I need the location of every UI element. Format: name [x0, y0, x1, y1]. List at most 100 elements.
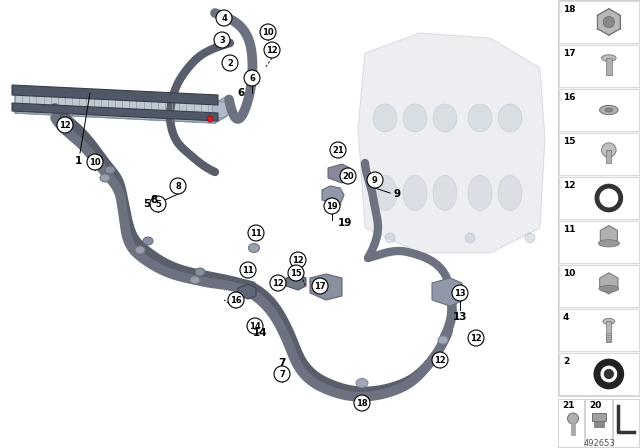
Text: 9: 9 — [393, 189, 400, 199]
Text: 7: 7 — [278, 358, 285, 368]
Text: 12: 12 — [434, 356, 446, 365]
Circle shape — [568, 413, 579, 424]
Ellipse shape — [403, 104, 427, 132]
Circle shape — [602, 143, 616, 157]
Circle shape — [260, 24, 276, 40]
Circle shape — [288, 265, 304, 281]
Circle shape — [330, 142, 346, 158]
Text: 13: 13 — [452, 312, 467, 322]
Circle shape — [604, 17, 614, 27]
Polygon shape — [600, 225, 618, 246]
Ellipse shape — [605, 108, 613, 112]
Bar — [559, 265, 639, 307]
Circle shape — [214, 32, 230, 48]
Polygon shape — [358, 33, 545, 253]
Text: 15: 15 — [290, 268, 302, 277]
Circle shape — [274, 366, 290, 382]
Bar — [559, 89, 639, 131]
Text: 12: 12 — [470, 333, 482, 343]
Circle shape — [312, 278, 328, 294]
Polygon shape — [12, 103, 218, 121]
Text: 8: 8 — [151, 195, 158, 205]
Text: 17: 17 — [563, 49, 575, 58]
Ellipse shape — [603, 319, 615, 324]
Circle shape — [57, 117, 73, 133]
Text: 16: 16 — [563, 93, 575, 102]
Text: 14: 14 — [253, 328, 268, 338]
Ellipse shape — [190, 276, 200, 284]
Text: 21: 21 — [562, 401, 575, 410]
Polygon shape — [432, 278, 462, 306]
Polygon shape — [238, 284, 256, 299]
Bar — [594, 421, 604, 427]
Bar — [559, 133, 639, 175]
Circle shape — [324, 198, 340, 214]
Text: 18: 18 — [563, 5, 575, 14]
Text: 12: 12 — [272, 279, 284, 288]
Bar — [592, 413, 606, 421]
Ellipse shape — [498, 104, 522, 132]
Text: 8: 8 — [175, 181, 181, 190]
Ellipse shape — [468, 176, 492, 211]
Circle shape — [465, 233, 475, 243]
Polygon shape — [12, 85, 218, 105]
Circle shape — [270, 275, 286, 291]
Text: 5: 5 — [143, 199, 150, 209]
Circle shape — [216, 10, 232, 26]
Polygon shape — [15, 93, 215, 123]
Circle shape — [290, 252, 306, 268]
Text: 6: 6 — [249, 73, 255, 82]
Ellipse shape — [403, 176, 427, 211]
Ellipse shape — [248, 244, 259, 253]
Circle shape — [87, 154, 103, 170]
Circle shape — [354, 395, 370, 411]
Text: 2: 2 — [563, 357, 569, 366]
Text: 12: 12 — [266, 46, 278, 55]
Polygon shape — [286, 274, 306, 290]
Polygon shape — [600, 273, 618, 294]
Ellipse shape — [602, 55, 616, 61]
Text: 5: 5 — [155, 199, 161, 208]
Circle shape — [604, 370, 614, 379]
Circle shape — [170, 178, 186, 194]
Text: 11: 11 — [250, 228, 262, 237]
Ellipse shape — [356, 379, 368, 388]
Text: 20: 20 — [589, 401, 602, 410]
Ellipse shape — [143, 237, 153, 245]
Text: 1: 1 — [74, 156, 82, 166]
Text: 11: 11 — [563, 225, 575, 234]
Polygon shape — [310, 274, 342, 300]
Ellipse shape — [373, 104, 397, 132]
Circle shape — [228, 292, 244, 308]
Bar — [558, 0, 640, 396]
Text: 18: 18 — [356, 399, 368, 408]
Circle shape — [340, 168, 356, 184]
Circle shape — [385, 233, 395, 243]
Text: 10: 10 — [563, 269, 575, 278]
Text: 12: 12 — [563, 181, 575, 190]
Polygon shape — [215, 96, 227, 123]
Bar — [559, 309, 639, 351]
Bar — [607, 150, 611, 163]
Ellipse shape — [373, 176, 397, 211]
Text: 4: 4 — [563, 313, 570, 322]
Text: 17: 17 — [314, 281, 326, 290]
Text: 21: 21 — [332, 146, 344, 155]
Polygon shape — [597, 9, 620, 35]
Circle shape — [264, 42, 280, 58]
Circle shape — [367, 172, 383, 188]
Polygon shape — [328, 164, 350, 183]
Bar — [559, 45, 639, 87]
Bar — [559, 1, 639, 43]
Bar — [559, 353, 639, 395]
Circle shape — [452, 285, 468, 301]
Bar — [559, 177, 639, 219]
Text: 6: 6 — [237, 88, 245, 98]
Ellipse shape — [498, 176, 522, 211]
Text: 10: 10 — [89, 158, 101, 167]
Text: 12: 12 — [59, 121, 71, 129]
Circle shape — [244, 70, 260, 86]
Ellipse shape — [438, 336, 448, 344]
Ellipse shape — [241, 263, 252, 272]
Text: 15: 15 — [563, 137, 575, 146]
